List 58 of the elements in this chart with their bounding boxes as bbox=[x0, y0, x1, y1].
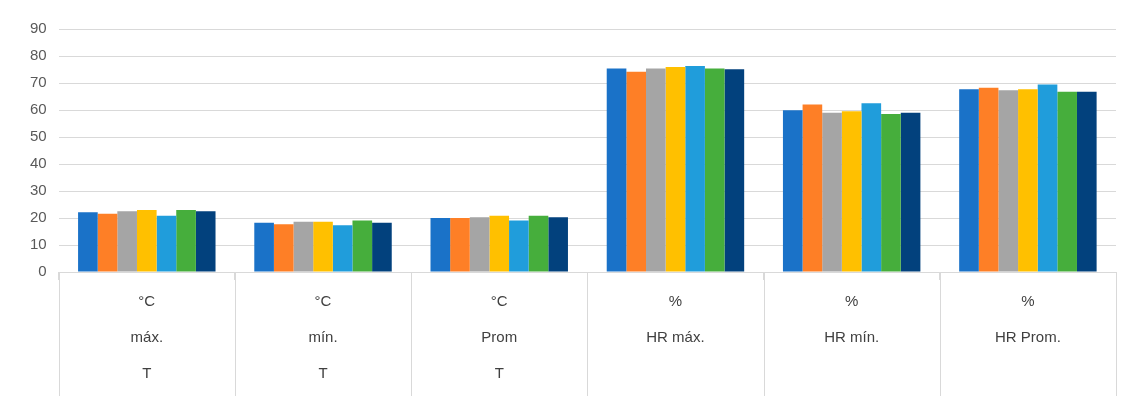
bar bbox=[195, 211, 216, 272]
bar bbox=[352, 220, 373, 272]
bar bbox=[841, 111, 862, 272]
bar bbox=[959, 89, 979, 272]
bar bbox=[450, 218, 470, 272]
bar bbox=[646, 68, 666, 272]
bar bbox=[293, 221, 314, 272]
bar bbox=[313, 221, 333, 272]
bar bbox=[665, 67, 686, 272]
category-label: % HR Prom. bbox=[994, 292, 1061, 346]
bar bbox=[528, 215, 549, 272]
bar bbox=[548, 217, 568, 272]
bar bbox=[881, 114, 901, 272]
bar bbox=[626, 71, 646, 272]
bar bbox=[509, 220, 529, 272]
bar bbox=[78, 212, 98, 272]
category-label: % HR mín. bbox=[824, 292, 880, 346]
bar bbox=[469, 217, 490, 272]
bar bbox=[782, 110, 803, 272]
y-tick-label: 80 bbox=[30, 46, 47, 64]
category-label: % HR máx. bbox=[646, 292, 705, 346]
bar bbox=[1076, 91, 1097, 272]
bar bbox=[489, 215, 510, 272]
bar bbox=[704, 68, 725, 272]
bar bbox=[978, 87, 999, 272]
bar bbox=[900, 112, 921, 272]
bar bbox=[254, 222, 274, 272]
bar bbox=[1037, 84, 1058, 272]
bar bbox=[156, 215, 177, 272]
y-tick-label: 10 bbox=[30, 235, 47, 253]
bar bbox=[724, 69, 745, 272]
bar bbox=[117, 211, 137, 272]
category-label: °C mín. T bbox=[308, 292, 338, 382]
bar bbox=[861, 103, 882, 272]
y-tick-label: 30 bbox=[30, 181, 47, 199]
y-tick-label: 20 bbox=[30, 208, 47, 226]
bar bbox=[430, 218, 451, 272]
bar bbox=[1018, 89, 1038, 272]
bar bbox=[372, 222, 392, 272]
bar bbox=[97, 213, 118, 272]
bar bbox=[273, 224, 294, 272]
bar bbox=[802, 104, 823, 272]
y-tick-label: 70 bbox=[30, 73, 47, 91]
y-tick-label: 60 bbox=[30, 100, 47, 118]
bar bbox=[176, 209, 196, 272]
y-tick-label: 50 bbox=[30, 127, 47, 145]
bar bbox=[998, 90, 1019, 272]
y-tick-label: 90 bbox=[30, 19, 47, 37]
y-tick-label: 0 bbox=[38, 262, 47, 280]
bar bbox=[136, 209, 157, 272]
bar bbox=[606, 68, 627, 272]
y-tick-label: 40 bbox=[30, 154, 47, 172]
bar bbox=[685, 65, 705, 272]
bar bbox=[1057, 91, 1077, 272]
category-label: °C Prom T bbox=[481, 292, 518, 382]
bar bbox=[822, 112, 842, 272]
bar bbox=[332, 225, 353, 272]
category-label: °C máx. T bbox=[130, 292, 164, 382]
